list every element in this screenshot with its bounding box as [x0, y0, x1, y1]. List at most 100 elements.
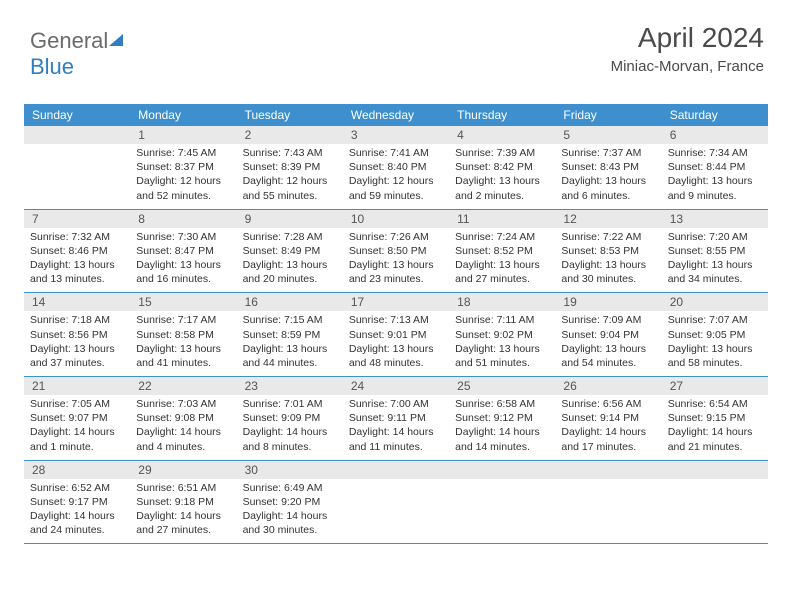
sunset-text: Sunset: 8:59 PM [243, 328, 337, 342]
day-cell: Sunrise: 7:09 AMSunset: 9:04 PMDaylight:… [555, 311, 661, 376]
sunrise-text: Sunrise: 6:58 AM [455, 397, 549, 411]
day-cell: Sunrise: 7:45 AMSunset: 8:37 PMDaylight:… [130, 144, 236, 209]
daylight-text: Daylight: 14 hours and 21 minutes. [668, 425, 762, 453]
sunrise-text: Sunrise: 6:52 AM [30, 481, 124, 495]
week-daynum-row: 123456 [24, 126, 768, 144]
week-content-row: Sunrise: 7:05 AMSunset: 9:07 PMDaylight:… [24, 395, 768, 460]
day-cell: Sunrise: 7:34 AMSunset: 8:44 PMDaylight:… [662, 144, 768, 209]
day-cell: Sunrise: 7:37 AMSunset: 8:43 PMDaylight:… [555, 144, 661, 209]
day-number: 25 [449, 377, 555, 395]
daylight-text: Daylight: 13 hours and 6 minutes. [561, 174, 655, 202]
day-cell [24, 144, 130, 209]
daylight-text: Daylight: 12 hours and 52 minutes. [136, 174, 230, 202]
day-number: 19 [555, 293, 661, 311]
sunset-text: Sunset: 9:20 PM [243, 495, 337, 509]
sunrise-text: Sunrise: 7:09 AM [561, 313, 655, 327]
day-cell: Sunrise: 7:28 AMSunset: 8:49 PMDaylight:… [237, 228, 343, 293]
sunrise-text: Sunrise: 7:17 AM [136, 313, 230, 327]
sunrise-text: Sunrise: 7:07 AM [668, 313, 762, 327]
sunset-text: Sunset: 9:05 PM [668, 328, 762, 342]
dow-mon: Monday [130, 104, 236, 126]
page-title: April 2024 [611, 22, 764, 54]
daylight-text: Daylight: 13 hours and 34 minutes. [668, 258, 762, 286]
day-cell: Sunrise: 7:24 AMSunset: 8:52 PMDaylight:… [449, 228, 555, 293]
day-cell: Sunrise: 6:52 AMSunset: 9:17 PMDaylight:… [24, 479, 130, 544]
daylight-text: Daylight: 14 hours and 11 minutes. [349, 425, 443, 453]
sunrise-text: Sunrise: 7:43 AM [243, 146, 337, 160]
sunset-text: Sunset: 9:18 PM [136, 495, 230, 509]
day-number: 17 [343, 293, 449, 311]
sunset-text: Sunset: 8:44 PM [668, 160, 762, 174]
sunset-text: Sunset: 8:40 PM [349, 160, 443, 174]
daylight-text: Daylight: 14 hours and 24 minutes. [30, 509, 124, 537]
sunset-text: Sunset: 9:02 PM [455, 328, 549, 342]
daylight-text: Daylight: 14 hours and 1 minute. [30, 425, 124, 453]
day-cell [555, 479, 661, 544]
sunset-text: Sunset: 8:37 PM [136, 160, 230, 174]
day-cell: Sunrise: 7:43 AMSunset: 8:39 PMDaylight:… [237, 144, 343, 209]
sunrise-text: Sunrise: 7:15 AM [243, 313, 337, 327]
dow-wed: Wednesday [343, 104, 449, 126]
day-cell: Sunrise: 6:49 AMSunset: 9:20 PMDaylight:… [237, 479, 343, 544]
daylight-text: Daylight: 13 hours and 23 minutes. [349, 258, 443, 286]
day-number: 24 [343, 377, 449, 395]
daylight-text: Daylight: 13 hours and 54 minutes. [561, 342, 655, 370]
sunset-text: Sunset: 8:49 PM [243, 244, 337, 258]
daylight-text: Daylight: 13 hours and 13 minutes. [30, 258, 124, 286]
sunset-text: Sunset: 8:52 PM [455, 244, 549, 258]
day-number: 13 [662, 210, 768, 228]
day-number: 30 [237, 461, 343, 479]
day-number: 22 [130, 377, 236, 395]
daylight-text: Daylight: 13 hours and 16 minutes. [136, 258, 230, 286]
sunrise-text: Sunrise: 6:51 AM [136, 481, 230, 495]
day-number [343, 461, 449, 479]
day-cell: Sunrise: 6:51 AMSunset: 9:18 PMDaylight:… [130, 479, 236, 544]
day-number: 20 [662, 293, 768, 311]
week-content-row: Sunrise: 7:18 AMSunset: 8:56 PMDaylight:… [24, 311, 768, 376]
day-cell: Sunrise: 7:05 AMSunset: 9:07 PMDaylight:… [24, 395, 130, 460]
sunset-text: Sunset: 9:14 PM [561, 411, 655, 425]
day-number: 7 [24, 210, 130, 228]
daylight-text: Daylight: 13 hours and 37 minutes. [30, 342, 124, 370]
day-cell: Sunrise: 7:22 AMSunset: 8:53 PMDaylight:… [555, 228, 661, 293]
day-cell [662, 479, 768, 544]
day-cell: Sunrise: 6:58 AMSunset: 9:12 PMDaylight:… [449, 395, 555, 460]
daylight-text: Daylight: 13 hours and 41 minutes. [136, 342, 230, 370]
sunrise-text: Sunrise: 7:37 AM [561, 146, 655, 160]
daylight-text: Daylight: 13 hours and 58 minutes. [668, 342, 762, 370]
day-cell: Sunrise: 7:30 AMSunset: 8:47 PMDaylight:… [130, 228, 236, 293]
week-daynum-row: 282930 [24, 461, 768, 479]
day-number [24, 126, 130, 144]
sunrise-text: Sunrise: 6:54 AM [668, 397, 762, 411]
day-cell: Sunrise: 7:26 AMSunset: 8:50 PMDaylight:… [343, 228, 449, 293]
day-number: 14 [24, 293, 130, 311]
day-cell: Sunrise: 7:39 AMSunset: 8:42 PMDaylight:… [449, 144, 555, 209]
day-number: 27 [662, 377, 768, 395]
day-cell: Sunrise: 7:00 AMSunset: 9:11 PMDaylight:… [343, 395, 449, 460]
day-cell: Sunrise: 7:41 AMSunset: 8:40 PMDaylight:… [343, 144, 449, 209]
week-daynum-row: 14151617181920 [24, 293, 768, 311]
day-number: 2 [237, 126, 343, 144]
day-cell: Sunrise: 7:11 AMSunset: 9:02 PMDaylight:… [449, 311, 555, 376]
day-number: 23 [237, 377, 343, 395]
calendar: Sunday Monday Tuesday Wednesday Thursday… [24, 104, 768, 544]
day-cell: Sunrise: 6:56 AMSunset: 9:14 PMDaylight:… [555, 395, 661, 460]
sunrise-text: Sunrise: 7:03 AM [136, 397, 230, 411]
day-cell: Sunrise: 7:32 AMSunset: 8:46 PMDaylight:… [24, 228, 130, 293]
location-label: Miniac-Morvan, France [611, 58, 764, 75]
sunset-text: Sunset: 9:09 PM [243, 411, 337, 425]
day-cell: Sunrise: 7:03 AMSunset: 9:08 PMDaylight:… [130, 395, 236, 460]
day-number: 8 [130, 210, 236, 228]
week-divider [24, 543, 768, 544]
sunrise-text: Sunrise: 7:45 AM [136, 146, 230, 160]
daylight-text: Daylight: 12 hours and 59 minutes. [349, 174, 443, 202]
sunset-text: Sunset: 9:04 PM [561, 328, 655, 342]
week-content-row: Sunrise: 7:45 AMSunset: 8:37 PMDaylight:… [24, 144, 768, 209]
sunrise-text: Sunrise: 7:00 AM [349, 397, 443, 411]
sunset-text: Sunset: 8:56 PM [30, 328, 124, 342]
daylight-text: Daylight: 13 hours and 20 minutes. [243, 258, 337, 286]
brand-logo: General Blue [30, 28, 121, 80]
daylight-text: Daylight: 13 hours and 2 minutes. [455, 174, 549, 202]
day-number: 11 [449, 210, 555, 228]
sunrise-text: Sunrise: 6:56 AM [561, 397, 655, 411]
